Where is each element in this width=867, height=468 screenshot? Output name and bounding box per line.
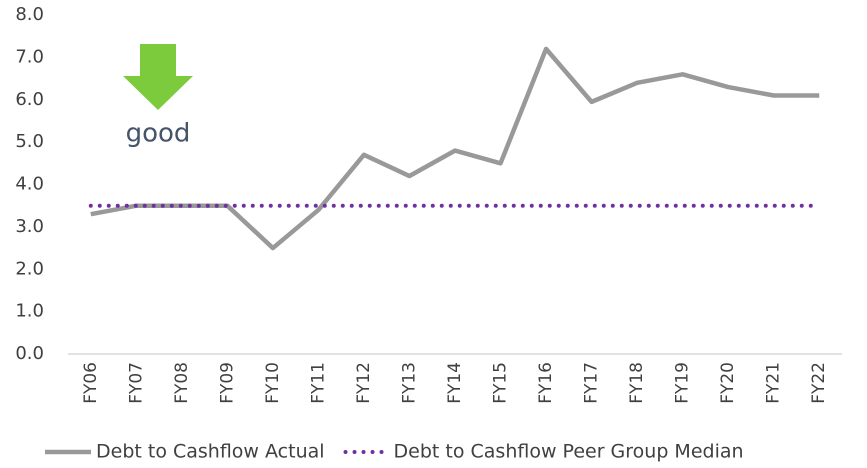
x-tick-label: FY13 (399, 362, 419, 404)
annotation: good (126, 119, 191, 149)
x-tick-label: FY22 (809, 362, 829, 404)
y-tick-label: 6.0 (15, 89, 44, 110)
y-tick-label: 7.0 (15, 46, 44, 67)
legend-label: Debt to Cashflow Peer Group Median (394, 441, 744, 463)
x-tick-label: FY20 (718, 362, 738, 404)
series-line (90, 46, 820, 251)
x-tick-label: FY14 (445, 362, 465, 404)
x-tick-label: FY10 (263, 362, 283, 404)
x-tick-label: FY21 (764, 362, 784, 404)
y-tick-label: 0.0 (15, 343, 44, 364)
x-tick-label: FY09 (217, 362, 237, 404)
y-tick-label: 8.0 (15, 4, 44, 25)
x-tick-label: FY06 (81, 362, 101, 404)
y-tick-label: 3.0 (15, 216, 44, 237)
x-tick-label: FY19 (673, 362, 693, 404)
x-tick-label: FY17 (582, 362, 602, 404)
x-tick-label: FY16 (536, 362, 556, 404)
x-tick-label: FY08 (172, 362, 192, 404)
x-tick-label: FY18 (627, 362, 647, 404)
x-tick-label: FY07 (126, 362, 146, 404)
x-tick-label: FY11 (308, 362, 328, 404)
y-tick-label: 1.0 (15, 301, 44, 322)
x-tick-label: FY15 (491, 362, 511, 404)
good-arrow (123, 44, 193, 110)
y-tick-label: 2.0 (15, 258, 44, 279)
legend-label: Debt to Cashflow Actual (96, 441, 325, 463)
y-tick-label: 4.0 (15, 174, 44, 195)
x-tick-label: FY12 (354, 362, 374, 404)
y-tick-label: 5.0 (15, 131, 44, 152)
